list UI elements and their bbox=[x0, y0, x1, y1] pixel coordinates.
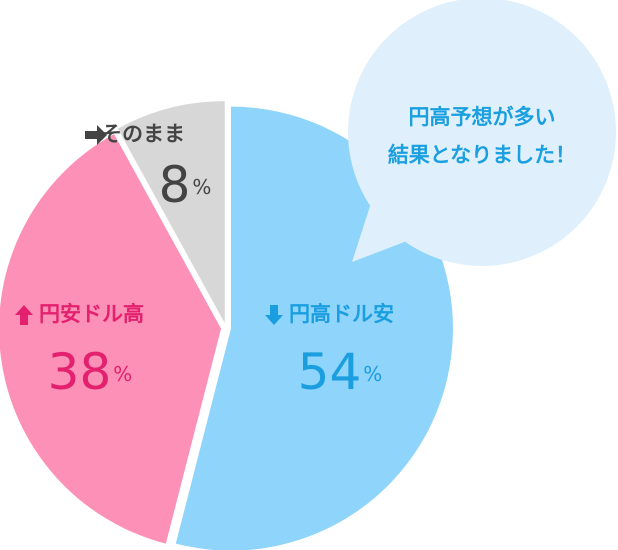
arrow-icon bbox=[85, 125, 107, 145]
value-unit: % bbox=[192, 175, 211, 199]
speech-bubble bbox=[348, 0, 616, 266]
slice-label: そのまま 8% bbox=[85, 122, 211, 214]
arrow-icon bbox=[15, 305, 33, 325]
category-label: 円安ドル高 bbox=[39, 302, 144, 326]
value-number: 38 bbox=[48, 343, 112, 401]
value-unit: % bbox=[363, 362, 382, 386]
category-label: そのまま bbox=[101, 122, 185, 146]
value-number: 54 bbox=[298, 343, 362, 401]
value-label: 54% bbox=[298, 343, 383, 401]
value-label: 38% bbox=[48, 343, 133, 401]
value-label: 8% bbox=[159, 156, 212, 214]
slice-label: 円高ドル安 54% bbox=[265, 302, 394, 401]
annotation-line: 結果となりました！ bbox=[388, 143, 576, 167]
pie-slice bbox=[0, 134, 222, 544]
pie-slice bbox=[117, 101, 225, 324]
annotation-line: 円高予想が多い bbox=[409, 105, 556, 129]
value-number: 8 bbox=[159, 156, 191, 214]
value-unit: % bbox=[113, 362, 132, 386]
slice-label: 円安ドル高 38% bbox=[15, 302, 144, 401]
arrow-icon bbox=[265, 305, 283, 325]
category-label: 円高ドル安 bbox=[289, 302, 394, 326]
